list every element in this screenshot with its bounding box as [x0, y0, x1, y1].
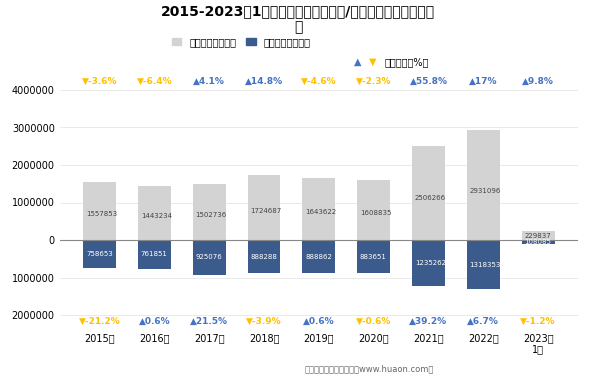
- Text: 883651: 883651: [360, 254, 387, 260]
- Text: ▲55.8%: ▲55.8%: [409, 76, 448, 86]
- Text: ▼-3.9%: ▼-3.9%: [246, 317, 282, 326]
- Bar: [357, 240, 390, 273]
- Text: 1443234: 1443234: [141, 213, 172, 219]
- Text: 1235262: 1235262: [415, 260, 446, 266]
- Text: ▼: ▼: [369, 57, 376, 67]
- Text: ▲0.6%: ▲0.6%: [303, 317, 335, 326]
- Text: ▲: ▲: [354, 57, 361, 67]
- Text: ▼-0.6%: ▼-0.6%: [356, 317, 392, 326]
- Text: 1502736: 1502736: [195, 211, 227, 217]
- Text: 229837: 229837: [524, 233, 551, 239]
- Text: 761851: 761851: [141, 251, 167, 257]
- Text: ▼-21.2%: ▼-21.2%: [79, 317, 120, 326]
- Bar: [83, 182, 116, 240]
- Text: 2506266: 2506266: [415, 195, 446, 201]
- Text: ▲6.7%: ▲6.7%: [467, 317, 499, 326]
- Text: ▼-4.6%: ▼-4.6%: [301, 76, 337, 86]
- Text: ▲21.5%: ▲21.5%: [190, 317, 228, 326]
- Text: 1557853: 1557853: [86, 211, 117, 217]
- Text: ▲4.1%: ▲4.1%: [193, 76, 225, 86]
- Text: ▼-3.6%: ▼-3.6%: [82, 76, 117, 86]
- Text: 108085: 108085: [524, 239, 551, 245]
- Bar: [138, 240, 171, 268]
- Bar: [522, 231, 554, 240]
- Text: ▲0.6%: ▲0.6%: [139, 317, 170, 326]
- Bar: [247, 176, 281, 240]
- Text: 1608835: 1608835: [360, 210, 392, 216]
- Bar: [247, 240, 281, 273]
- Text: 1724687: 1724687: [250, 208, 281, 214]
- Text: 制图：华经产业研究院（www.huaon.com）: 制图：华经产业研究院（www.huaon.com）: [305, 364, 434, 373]
- Bar: [412, 240, 445, 286]
- Text: ▼-2.3%: ▼-2.3%: [356, 76, 392, 86]
- Text: ▲9.8%: ▲9.8%: [522, 76, 554, 86]
- Text: ▲14.8%: ▲14.8%: [245, 76, 283, 86]
- Bar: [412, 146, 445, 240]
- Bar: [302, 240, 336, 273]
- Text: 888862: 888862: [305, 254, 332, 260]
- Bar: [522, 240, 554, 244]
- Text: 925076: 925076: [195, 254, 222, 260]
- Text: 1643622: 1643622: [305, 209, 336, 215]
- Text: 888288: 888288: [250, 254, 277, 260]
- Text: 2015-2023年1月福州市（境内目的地/货源地）进、出口额统
计: 2015-2023年1月福州市（境内目的地/货源地）进、出口额统 计: [161, 4, 435, 34]
- Text: ▼-6.4%: ▼-6.4%: [136, 76, 172, 86]
- Text: 同比增长（%）: 同比增长（%）: [384, 57, 429, 67]
- Text: 1318353: 1318353: [470, 262, 501, 268]
- Bar: [83, 240, 116, 268]
- Text: 2931096: 2931096: [470, 188, 501, 194]
- Bar: [467, 240, 499, 290]
- Bar: [467, 130, 499, 240]
- Text: ▲39.2%: ▲39.2%: [409, 317, 448, 326]
- Bar: [138, 186, 171, 240]
- Bar: [302, 178, 336, 240]
- Bar: [193, 240, 226, 275]
- Text: ▲17%: ▲17%: [469, 76, 498, 86]
- Bar: [193, 184, 226, 240]
- Legend: 出口额（万美元）, 进口额（万美元）: 出口额（万美元）, 进口额（万美元）: [168, 33, 314, 51]
- Text: ▼-1.2%: ▼-1.2%: [520, 317, 556, 326]
- Text: 758653: 758653: [86, 251, 113, 257]
- Bar: [357, 180, 390, 240]
